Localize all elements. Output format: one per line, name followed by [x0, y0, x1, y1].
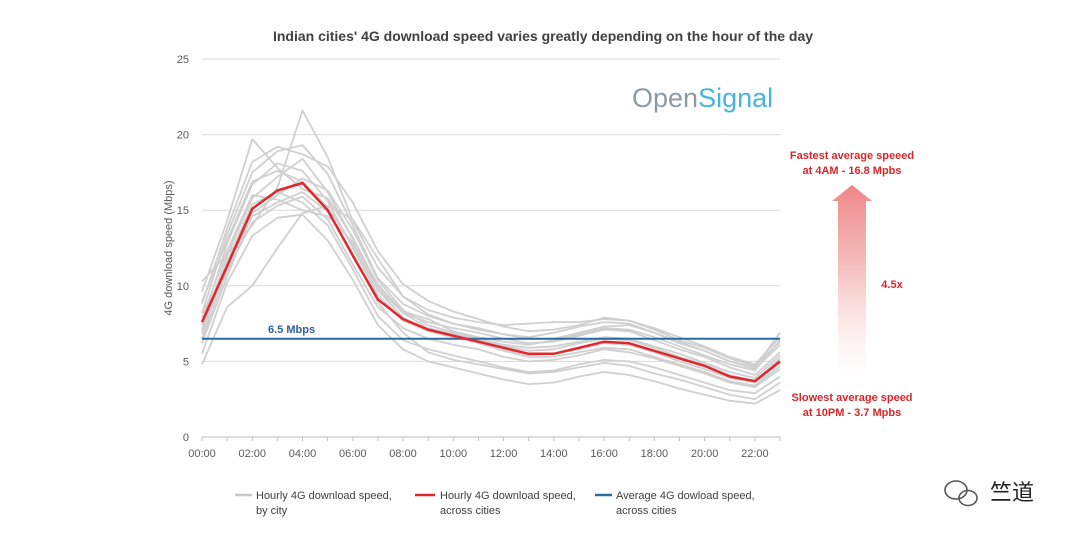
x-tick-label: 14:00 [540, 448, 568, 460]
city-line-12 [201, 177, 781, 379]
across-cities-line [200, 181, 781, 383]
slowest-annotation-line2: at 10PM - 3.7 Mpbs [803, 407, 901, 419]
city-line-9 [201, 213, 781, 405]
y-tick-label: 20 [177, 130, 189, 142]
city-line-8 [201, 191, 781, 395]
x-tick-label: 00:00 [188, 448, 216, 460]
y-tick-label: 25 [177, 54, 189, 66]
y-tick-label: 0 [183, 432, 189, 444]
city-line-13 [201, 191, 781, 401]
city-line-3 [201, 195, 781, 388]
watermark: 竺道 [944, 480, 1034, 507]
legend-label-across-2: across cities [440, 505, 501, 517]
city-line-5 [201, 204, 781, 369]
wechat-icon [944, 480, 978, 507]
x-tick-label: 04:00 [289, 448, 317, 460]
y-axis-ticks: 0 5 10 15 20 25 [177, 54, 189, 444]
fastest-annotation-line2: at 4AM - 16.8 Mpbs [802, 165, 901, 177]
fastest-annotation-line1: Fastest average speeed [790, 150, 914, 162]
y-tick-label: 10 [177, 281, 189, 293]
legend-label-across-1: Hourly 4G download speed, [440, 490, 576, 502]
opensignal-logo-open: Open [632, 83, 698, 113]
x-tick-label: 02:00 [238, 448, 266, 460]
legend-label-average-1: Average 4G dowload speed, [616, 490, 755, 502]
city-line-11 [201, 194, 781, 382]
average-speed-label: 6.5 Mbps [268, 324, 315, 336]
legend-label-average-2: across cities [616, 505, 677, 517]
x-tick-label: 10:00 [440, 448, 468, 460]
city-line-1 [201, 157, 781, 376]
legend: Hourly 4G download speed, by city Hourly… [235, 490, 755, 517]
watermark-text: 竺道 [990, 480, 1034, 505]
x-tick-label: 08:00 [389, 448, 417, 460]
opensignal-logo: OpenSignal [632, 83, 773, 113]
ratio-annotation: 4.5x [881, 279, 903, 291]
chart-title: Indian cities' 4G download speed varies … [273, 28, 813, 44]
y-tick-label: 5 [183, 356, 189, 368]
legend-label-city-2: by city [256, 505, 288, 517]
x-tick-label: 12:00 [490, 448, 518, 460]
x-axis-ticks: 00:00 02:00 04:00 06:00 08:00 10:00 12:00 14:00… [188, 437, 781, 460]
city-line-7 [201, 162, 781, 387]
gridlines [202, 58, 780, 438]
opensignal-logo-signal: Signal [698, 83, 773, 113]
x-tick-label: 06:00 [339, 448, 367, 460]
city-lines [201, 109, 781, 405]
x-tick-label: 22:00 [741, 448, 769, 460]
x-tick-label: 18:00 [641, 448, 669, 460]
city-line-10 [201, 145, 781, 367]
x-tick-label: 16:00 [590, 448, 618, 460]
slowest-annotation-line1: Slowest average speed [791, 392, 912, 404]
legend-label-city-1: Hourly 4G download speed, [256, 490, 392, 502]
y-axis-label: 4G download speed (Mbps) [163, 180, 175, 315]
up-arrow [832, 185, 872, 383]
x-tick-label: 20:00 [691, 448, 719, 460]
y-tick-label: 15 [177, 205, 189, 217]
